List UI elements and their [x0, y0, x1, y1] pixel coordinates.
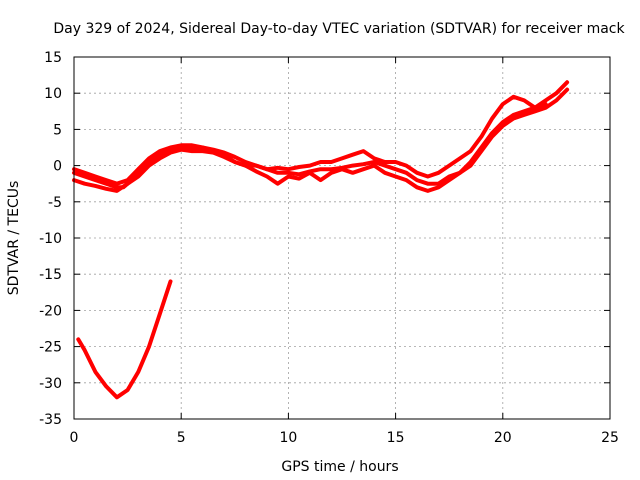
series-layer — [72, 80, 570, 400]
y-tick-label: -20 — [39, 303, 62, 319]
series-line-main-trace-C — [72, 94, 548, 186]
y-tick-label: -25 — [39, 340, 62, 356]
y-tick-label: -5 — [48, 195, 62, 211]
x-tick-label: 10 — [279, 430, 297, 446]
chart-title: Day 329 of 2024, Sidereal Day-to-day VTE… — [53, 21, 625, 37]
x-tick-label: 0 — [70, 430, 79, 446]
x-tick-label: 25 — [601, 430, 619, 446]
y-tick-label: 15 — [44, 50, 62, 66]
x-tick-label: 15 — [387, 430, 405, 446]
x-tick-label: 20 — [494, 430, 512, 446]
tick-label-layer: 0 5 10 15 20 25 -35 -30 -25 -20 -15 -10 -5 0 5 10 15 — [39, 50, 619, 446]
y-axis-label: SDTVAR / TECUs — [6, 181, 22, 296]
series-line-main-trace-A — [72, 80, 570, 190]
tick-layer — [73, 56, 611, 420]
grid-layer — [74, 57, 610, 419]
series-line-main-trace-B — [72, 87, 570, 193]
y-tick-label: 10 — [44, 86, 62, 102]
y-tick-label: -35 — [39, 412, 62, 428]
x-tick-label: 5 — [177, 430, 186, 446]
y-tick-label: 5 — [53, 122, 62, 138]
series-line-early-trace — [76, 279, 173, 400]
y-tick-label: -10 — [39, 231, 62, 247]
x-axis-label: GPS time / hours — [281, 459, 398, 475]
y-tick-label: -15 — [39, 267, 62, 283]
y-tick-label: 0 — [53, 159, 62, 175]
y-tick-label: -30 — [39, 376, 62, 392]
